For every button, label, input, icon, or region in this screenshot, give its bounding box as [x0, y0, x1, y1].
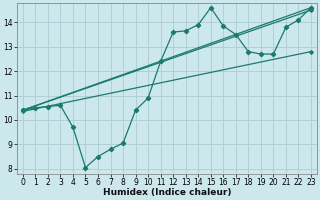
- X-axis label: Humidex (Indice chaleur): Humidex (Indice chaleur): [103, 188, 231, 197]
